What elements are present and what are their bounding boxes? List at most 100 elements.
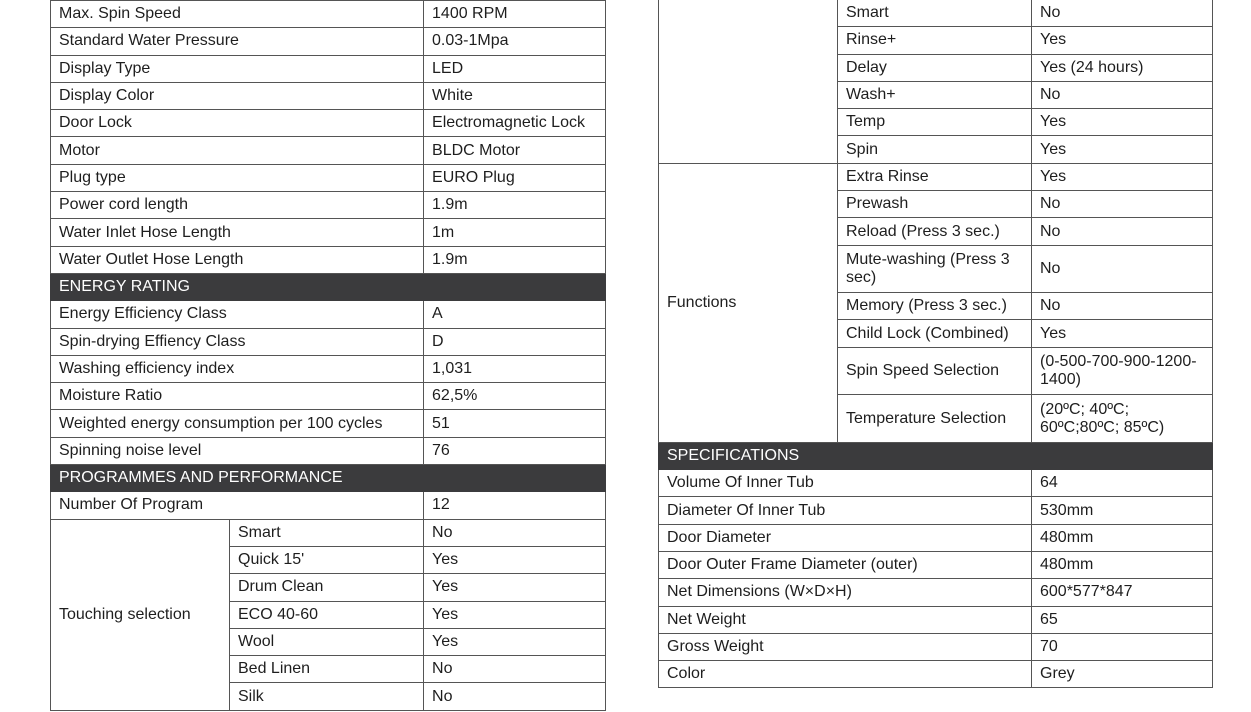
table-row: Door Outer Frame Diameter (outer) 480mm <box>658 550 1213 580</box>
row-value: 62,5% <box>423 382 607 411</box>
row-value: 65 <box>1031 605 1213 634</box>
table-row: Door Diameter 480mm <box>658 523 1213 552</box>
row-value: 480mm <box>1031 550 1213 580</box>
left-spec-table: Max. Spin Speed 1400 RPM Standard Water Pr… <box>49 0 607 711</box>
section-header-label: SPECIFICATIONS <box>658 441 1213 471</box>
table-row: Standard Water Pressure 0.03-1Mpa <box>49 27 607 56</box>
item-value: Yes <box>423 545 607 575</box>
table-row: Plug type EURO Plug <box>49 163 607 193</box>
item-value: No <box>1031 244 1213 294</box>
item-value: No <box>423 655 607 684</box>
table-row: Net Weight 65 <box>658 605 1213 634</box>
item-value: No <box>1031 0 1213 28</box>
row-value: 64 <box>1031 469 1213 498</box>
table-row: Reload (Press 3 sec.) No <box>659 217 1213 246</box>
item-value: No <box>423 682 607 711</box>
table-row: Wool Yes <box>51 627 607 657</box>
table-row: Delay Yes (24 hours) <box>659 53 1213 82</box>
table-row: Functions Extra Rinse Yes <box>658 162 1213 443</box>
row-label: Number Of Program <box>49 491 425 520</box>
table-row: Smart No <box>658 0 1213 164</box>
table-row: Temperature Selection (20ºC; 40ºC; 60ºC;8… <box>659 394 1213 443</box>
table-row: Display Type LED <box>49 54 607 83</box>
row-value: Grey <box>1031 660 1213 689</box>
row-label: Display Type <box>49 54 425 83</box>
table-row: Color Grey <box>658 660 1213 689</box>
group-label: Functions <box>658 162 838 443</box>
item-value: (20ºC; 40ºC; 60ºC;80ºC; 85ºC) <box>1031 394 1213 443</box>
section-header: SPECIFICATIONS <box>658 441 1213 471</box>
row-label: Energy Efficiency Class <box>49 300 425 329</box>
item-label: Wash+ <box>837 80 1032 110</box>
table-row: Silk No <box>51 682 607 711</box>
item-value: Yes <box>423 573 607 602</box>
row-value: 1m <box>423 218 607 247</box>
table-row: Motor BLDC Motor <box>49 136 607 165</box>
table-row: Washing efficiency index 1,031 <box>49 354 607 384</box>
row-label: Volume Of Inner Tub <box>658 469 1032 498</box>
row-value: 12 <box>423 491 607 520</box>
row-label: Water Outlet Hose Length <box>49 245 425 274</box>
row-value: EURO Plug <box>423 163 607 193</box>
row-value: BLDC Motor <box>423 136 607 165</box>
item-label: Silk <box>228 682 425 711</box>
item-label: Spin Speed Selection <box>837 346 1032 396</box>
item-value: Yes <box>1031 135 1213 164</box>
table-row: Diameter Of Inner Tub 530mm <box>658 496 1213 525</box>
table-row: Quick 15' Yes <box>51 545 607 575</box>
table-row: Energy Efficiency Class A <box>49 300 607 329</box>
row-label: Standard Water Pressure <box>49 27 425 56</box>
item-value: No <box>423 518 607 547</box>
group-label: Touching selection <box>50 518 230 711</box>
row-label: Door Diameter <box>658 523 1032 552</box>
table-row: Spinning noise level 76 <box>49 436 607 466</box>
item-label: Prewash <box>837 190 1032 219</box>
row-value: 1,031 <box>423 354 607 384</box>
section-header-label: PROGRAMMES AND PERFORMANCE <box>49 464 607 493</box>
table-row: Drum Clean Yes <box>51 573 607 602</box>
table-row: Net Dimensions (W×D×H) 600*577*847 <box>658 578 1213 607</box>
table-row: Weighted energy consumption per 100 cycl… <box>49 409 607 438</box>
row-label: Weighted energy consumption per 100 cycl… <box>49 409 425 438</box>
table-row: Mute-washing (Press 3 sec) No <box>659 244 1213 294</box>
row-value: White <box>423 81 607 111</box>
table-row: Spin Speed Selection (0-500-700-900-1200-… <box>659 346 1213 396</box>
table-row: Max. Spin Speed 1400 RPM <box>49 0 607 29</box>
row-label: Moisture Ratio <box>49 382 425 411</box>
item-label: Child Lock (Combined) <box>837 319 1032 348</box>
table-row: Rinse+ Yes <box>659 26 1213 55</box>
row-label: Net Dimensions (W×D×H) <box>658 578 1032 607</box>
row-value: A <box>423 300 607 329</box>
item-value: Yes <box>423 627 607 657</box>
row-value: D <box>423 327 607 356</box>
section-header: PROGRAMMES AND PERFORMANCE <box>49 464 607 493</box>
table-row: Spin-drying Effiency Class D <box>49 327 607 356</box>
table-row: Memory (Press 3 sec.) No <box>659 292 1213 321</box>
row-label: Plug type <box>49 163 425 193</box>
table-row: Power cord length 1.9m <box>49 191 607 220</box>
table-row: Display Color White <box>49 81 607 111</box>
item-label: ECO 40-60 <box>228 600 425 629</box>
row-label: Gross Weight <box>658 632 1032 662</box>
row-label: Display Color <box>49 81 425 111</box>
row-label: Spin-drying Effiency Class <box>49 327 425 356</box>
item-value: Yes <box>423 600 607 629</box>
item-value: (0-500-700-900-1200-1400) <box>1031 346 1213 396</box>
row-label: Spinning noise level <box>49 436 425 466</box>
item-label: Rinse+ <box>837 26 1032 55</box>
item-value: Yes <box>1031 162 1213 192</box>
right-spec-table: Smart No Rinse+ Yes Delay Yes (24 hours) Wash+… <box>658 0 1213 689</box>
item-label: Temp <box>837 108 1032 137</box>
item-label: Quick 15' <box>228 545 425 575</box>
section-header-label: ENERGY RATING <box>49 272 607 302</box>
item-label: Reload (Press 3 sec.) <box>837 217 1032 246</box>
table-row: Number Of Program 12 <box>49 491 607 520</box>
row-label: Color <box>658 660 1032 689</box>
table-row: Door Lock Electromagnetic Lock <box>49 109 607 138</box>
item-value: No <box>1031 292 1213 321</box>
table-row: Spin Yes <box>659 135 1213 164</box>
item-value: Yes <box>1031 319 1213 348</box>
group-label <box>658 0 838 164</box>
row-label: Power cord length <box>49 191 425 220</box>
row-value: 1.9m <box>423 191 607 220</box>
